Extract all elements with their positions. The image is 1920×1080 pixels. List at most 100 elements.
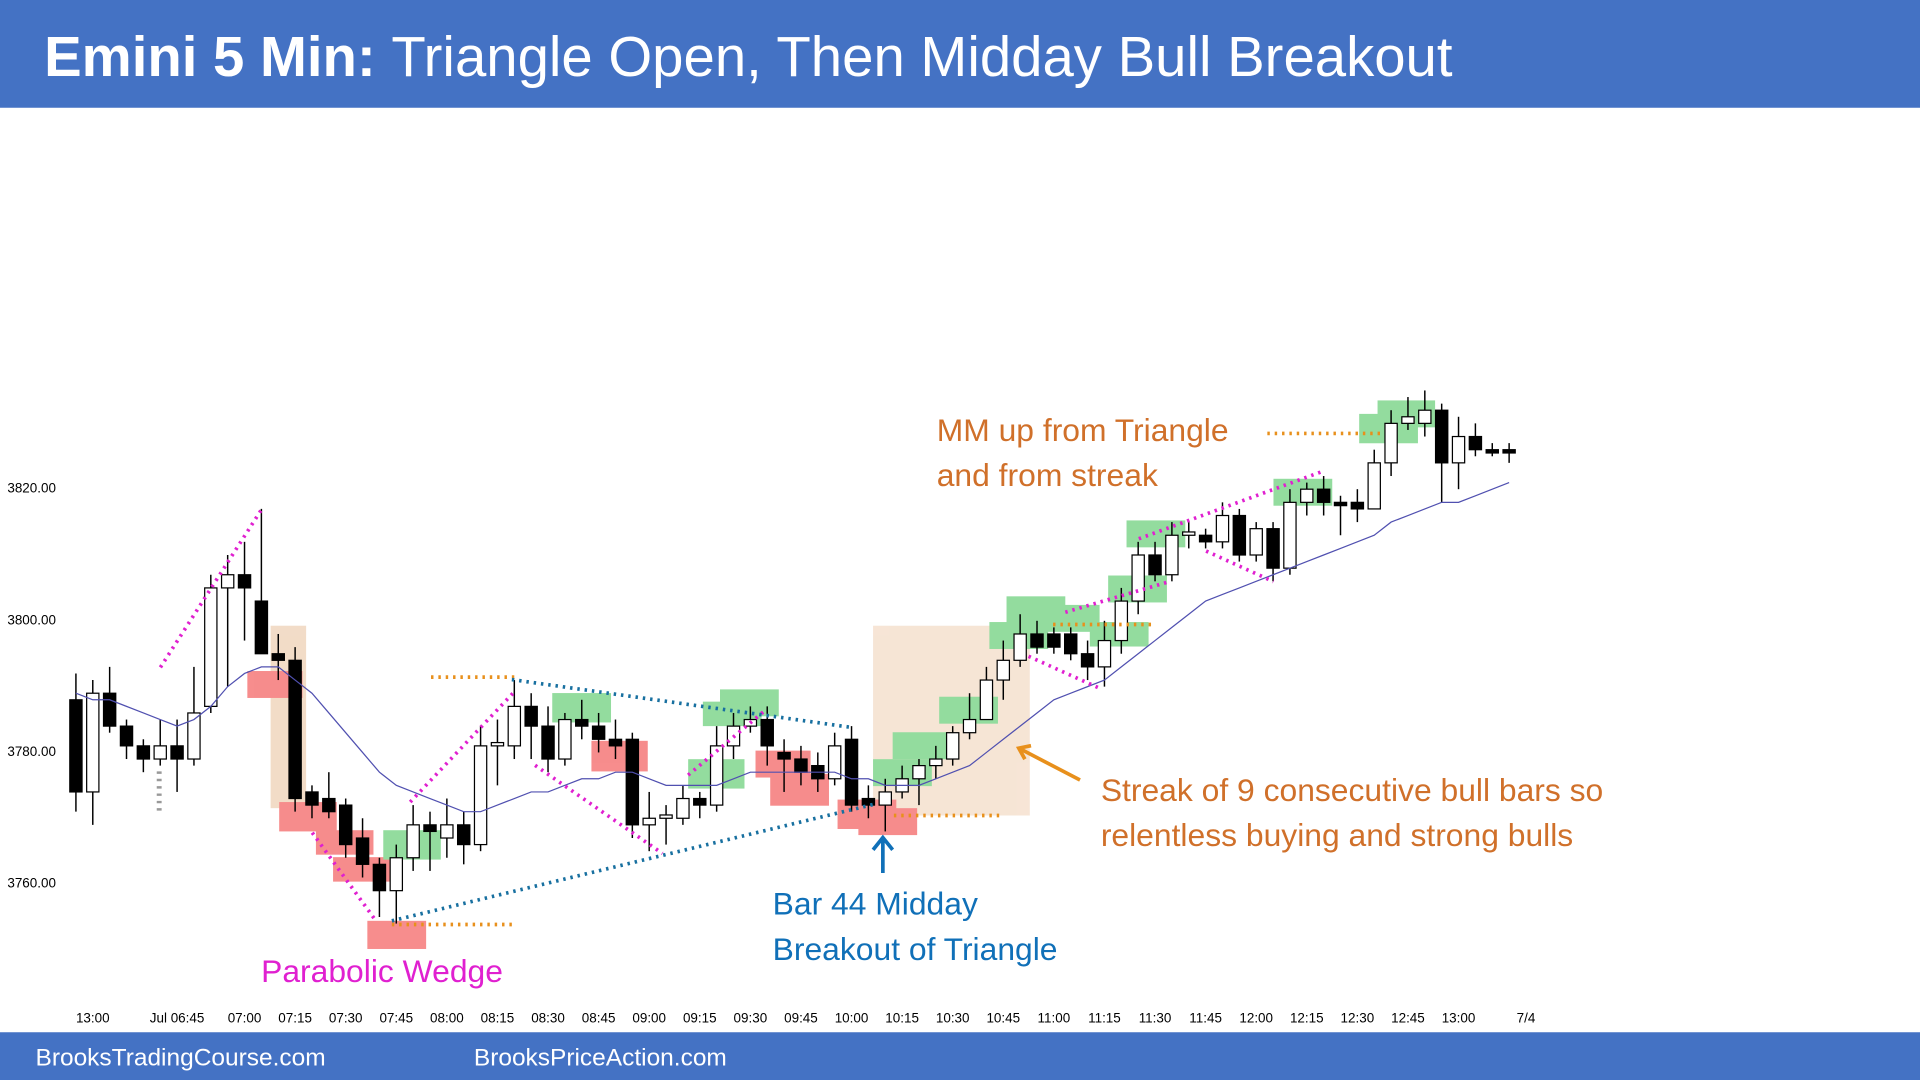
- candle-body: [1047, 633, 1061, 648]
- candle-body: [625, 738, 640, 826]
- x-tick-label: 07:15: [278, 1010, 312, 1025]
- x-tick-label: 08:45: [582, 1010, 616, 1025]
- x-tick-label: 09:45: [784, 1010, 818, 1025]
- candle-body: [979, 679, 994, 721]
- candle-body: [1418, 409, 1432, 424]
- candle-body: [642, 817, 656, 826]
- candle-body: [878, 791, 892, 806]
- candle-body: [827, 745, 842, 780]
- candle-body: [1097, 639, 1112, 668]
- candle-body: [929, 758, 943, 767]
- candle-body: [1030, 633, 1044, 648]
- candle-body: [86, 692, 100, 793]
- y-tick-label: 3800.00: [7, 612, 56, 627]
- candle-body: [1215, 514, 1230, 543]
- candle-body: [1232, 514, 1247, 556]
- x-tick-label: 08:30: [531, 1010, 565, 1025]
- candle-body: [1063, 633, 1078, 655]
- annotation: Bar 44 Midday: [773, 886, 978, 922]
- candle-body: [237, 574, 252, 589]
- candle-body: [760, 718, 774, 747]
- candle-body: [423, 824, 437, 833]
- candle-body: [524, 705, 538, 727]
- candle-body: [1013, 633, 1027, 661]
- candle-body: [996, 659, 1011, 681]
- annotation: Breakout of Triangle: [773, 931, 1058, 967]
- candle-body: [1080, 653, 1095, 668]
- candle-body: [912, 765, 926, 780]
- candle-body: [1316, 488, 1331, 503]
- title-bold: Emini 5 Min:: [44, 25, 376, 88]
- x-tick-label: 10:15: [885, 1010, 919, 1025]
- candle-body: [541, 725, 555, 760]
- candle-body: [406, 824, 420, 859]
- x-tick-label: 07:00: [228, 1010, 262, 1025]
- candle-body: [136, 745, 151, 760]
- candle-body: [322, 797, 336, 813]
- x-tick-label: 10:00: [835, 1010, 869, 1025]
- x-tick-label: 10:30: [936, 1010, 970, 1025]
- candle-body: [507, 705, 522, 747]
- candle-body: [1148, 554, 1162, 576]
- candle-body: [1266, 528, 1280, 569]
- candle-body: [372, 863, 387, 892]
- x-tick-label: 12:15: [1290, 1010, 1324, 1025]
- arrows: [871, 743, 1081, 874]
- y-tick-label: 3820.00: [7, 481, 56, 496]
- candle-body: [676, 797, 690, 819]
- candle-body: [473, 745, 488, 846]
- candle-body: [1333, 501, 1348, 507]
- y-tick-label: 3760.00: [7, 876, 56, 891]
- candle-body: [591, 725, 606, 740]
- x-tick-label: 08:00: [430, 1010, 464, 1025]
- candle-body: [389, 857, 404, 892]
- x-tick-label: 11:15: [1088, 1010, 1121, 1025]
- candle-body: [1283, 501, 1297, 569]
- moving-average: [75, 482, 1510, 813]
- candle-body: [709, 745, 724, 806]
- annotation: relentless buying and strong bulls: [1101, 817, 1573, 853]
- candle-body: [1502, 449, 1516, 454]
- plot: 3760.00 3780.00 3800.00 3820.00 13:00 Jul 06:…: [7, 390, 1536, 1025]
- footer-link[interactable]: BrooksTradingCourse.com: [36, 1044, 326, 1071]
- x-tick-label: 12:45: [1391, 1010, 1425, 1025]
- red-boxes: [247, 671, 918, 949]
- x-tick-label: 12:30: [1341, 1010, 1375, 1025]
- candle-body: [355, 837, 370, 865]
- candle-body: [1131, 554, 1145, 602]
- x-tick-label: 13:00: [1442, 1010, 1476, 1025]
- candle-body: [1165, 534, 1179, 576]
- candle-body: [1451, 435, 1466, 464]
- x-tick-label: 07:45: [379, 1010, 413, 1025]
- x-tick-label: 11:30: [1139, 1010, 1172, 1025]
- x-tick-label: 11:45: [1189, 1010, 1222, 1025]
- candle-body: [1249, 528, 1263, 556]
- x-tick-label: 09:15: [683, 1010, 717, 1025]
- candle-body: [271, 653, 285, 661]
- candle-body: [1485, 449, 1499, 454]
- candle-body: [861, 797, 876, 806]
- footer-link[interactable]: BrooksPriceAction.com: [474, 1044, 727, 1071]
- x-tick-label: Jul 06:45: [150, 1010, 205, 1025]
- candle-body: [794, 758, 808, 773]
- candle-body: [170, 745, 184, 760]
- candle-body: [962, 718, 977, 734]
- candle-body: [187, 712, 201, 760]
- candle-body: [119, 725, 134, 747]
- x-tick-label: 09:00: [632, 1010, 666, 1025]
- candle-body: [440, 824, 454, 839]
- candle-body: [254, 600, 269, 655]
- candle-body: [305, 791, 319, 806]
- candle-body: [945, 732, 960, 760]
- candle-body: [1114, 600, 1129, 642]
- candle-body: [693, 797, 707, 806]
- x-tick-label: 09:30: [734, 1010, 768, 1025]
- candle-body: [338, 804, 353, 846]
- candle-body: [153, 745, 167, 760]
- candle-body: [1350, 501, 1365, 510]
- annotation: Parabolic Wedge: [261, 953, 503, 989]
- candle-body: [659, 814, 673, 819]
- candle-body: [220, 574, 235, 589]
- footer-band: [0, 1032, 1920, 1080]
